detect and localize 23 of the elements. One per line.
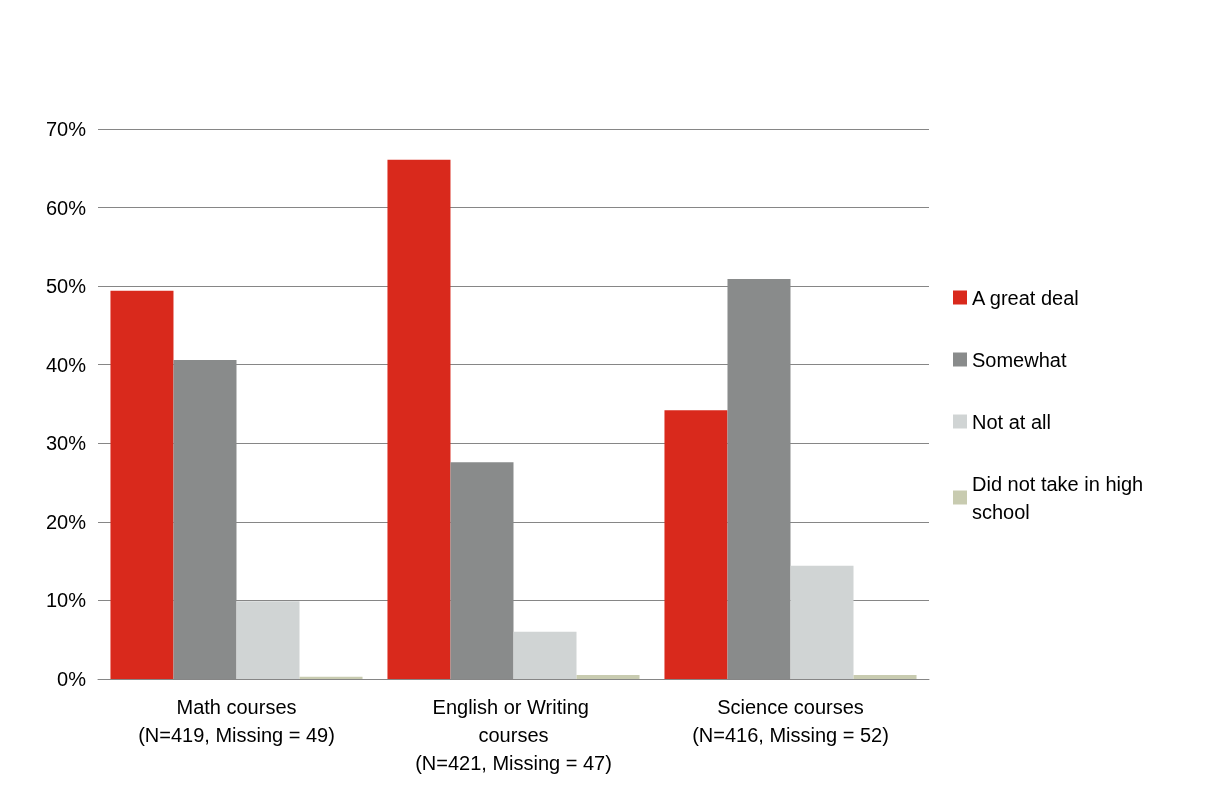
legend-label: Somewhat (972, 348, 1067, 371)
y-tick-label: 40% (45, 353, 87, 376)
legend-label: Not at all (972, 410, 1051, 433)
y-tick-label: 70% (45, 118, 87, 140)
bar (664, 410, 728, 679)
x-tick-label: Math courses (N=419, Missing = 49) (138, 696, 335, 746)
y-tick-label: 60% (45, 196, 87, 219)
x-tick-label: Science courses (N=416, Missing = 52) (692, 696, 889, 746)
bar (236, 601, 300, 679)
y-tick-label: 30% (45, 432, 87, 455)
legend-label: Did not take in high school (972, 472, 1149, 523)
bar (513, 631, 577, 679)
bar (790, 565, 854, 679)
bar (576, 675, 640, 679)
bar (387, 159, 451, 679)
legend-label: A great deal (972, 286, 1079, 309)
y-tick-label: 0% (57, 668, 87, 690)
y-tick-label: 10% (45, 589, 87, 612)
y-tick-label: 50% (45, 275, 87, 298)
bar (110, 290, 174, 679)
bar (853, 675, 917, 679)
y-tick-label: 20% (45, 510, 87, 533)
x-tick-label: English or Writing courses (N=421, Missing = 47) (415, 696, 612, 774)
